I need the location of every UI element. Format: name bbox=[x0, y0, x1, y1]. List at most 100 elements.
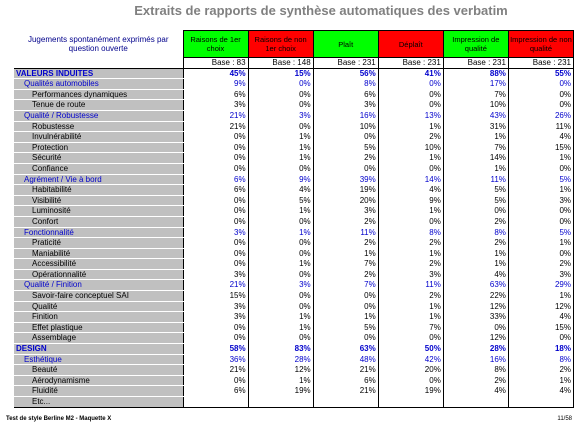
row-label: Qualités automobiles bbox=[14, 78, 184, 90]
value-cell: 2% bbox=[443, 216, 509, 227]
table-row: Performances dynamiques 6% 0% 6% 0% 7% 0% bbox=[14, 89, 575, 101]
value-cell: 1% bbox=[508, 184, 575, 196]
value-cell: 0% bbox=[313, 163, 379, 175]
value-cell: 83% bbox=[248, 343, 314, 355]
table-row: Tenue de route 3% 0% 3% 0% 10% 0% bbox=[14, 99, 575, 111]
value-cell: 6% bbox=[313, 89, 379, 100]
value-cell: 7% bbox=[313, 258, 379, 270]
value-cell: 9% bbox=[378, 195, 444, 206]
value-cell: 0% bbox=[183, 205, 249, 217]
value-cell: 0% bbox=[378, 375, 444, 386]
value-cell: 21% bbox=[313, 364, 379, 376]
table-row: Confiance 0% 0% 0% 0% 1% 0% bbox=[14, 163, 575, 175]
value-cell: 5% bbox=[313, 142, 379, 153]
value-cell: 3% bbox=[378, 269, 444, 280]
row-label: Praticité bbox=[14, 237, 184, 249]
value-cell: 3% bbox=[508, 195, 575, 206]
value-cell: 6% bbox=[313, 375, 379, 386]
table-row: Habitabilité 6% 4% 19% 4% 5% 1% bbox=[14, 184, 575, 196]
table-row: Aérodynamisme 0% 1% 6% 0% 2% 1% bbox=[14, 375, 575, 387]
title: Extraits de rapports de synthèse automat… bbox=[134, 3, 508, 18]
value-cell: 20% bbox=[378, 364, 444, 376]
value-cell: 0% bbox=[443, 322, 509, 333]
value-cell: 3% bbox=[313, 205, 379, 217]
value-cell: 4% bbox=[508, 311, 575, 323]
value-cell: 0% bbox=[378, 99, 444, 111]
value-cell: 1% bbox=[378, 152, 444, 164]
value-cell: 3% bbox=[313, 99, 379, 111]
row-label: Luminosité bbox=[14, 205, 184, 217]
value-cell: 0% bbox=[183, 131, 249, 143]
value-cell: 26% bbox=[508, 110, 575, 122]
value-cell: 14% bbox=[443, 152, 509, 164]
value-cell: 2% bbox=[313, 152, 379, 164]
value-cell: 0% bbox=[183, 258, 249, 270]
value-cell: 10% bbox=[313, 121, 379, 132]
value-cell: 3% bbox=[183, 99, 249, 111]
value-cell: 5% bbox=[248, 195, 314, 206]
value-cell: 21% bbox=[183, 110, 249, 122]
row-label: Fonctionnalité bbox=[14, 227, 184, 239]
base-cell: Base : 231 bbox=[313, 57, 379, 69]
value-cell: 4% bbox=[443, 385, 509, 397]
value-cell: 21% bbox=[183, 364, 249, 376]
value-cell: 7% bbox=[443, 142, 509, 153]
row-label: Qualité bbox=[14, 301, 184, 313]
value-cell: 2% bbox=[378, 131, 444, 143]
value-cell: 0% bbox=[508, 205, 575, 217]
value-cell: 16% bbox=[443, 354, 509, 365]
value-cell: 3% bbox=[183, 311, 249, 323]
row-label: Finition bbox=[14, 311, 184, 323]
value-cell: 0% bbox=[248, 290, 314, 302]
value-cell: 9% bbox=[183, 78, 249, 90]
value-cell: 3% bbox=[248, 110, 314, 122]
table-row: Robustesse 21% 0% 10% 1% 31% 11% bbox=[14, 121, 575, 133]
value-cell: 2% bbox=[378, 237, 444, 249]
row-label: Esthétique bbox=[14, 354, 184, 366]
value-cell: 4% bbox=[508, 131, 575, 143]
report-table: Jugements spontanément exprimés par ques… bbox=[14, 30, 575, 408]
row-label: Protection bbox=[14, 142, 184, 154]
value-cell: 5% bbox=[508, 174, 575, 185]
value-cell: 0% bbox=[443, 205, 509, 217]
value-cell: 1% bbox=[248, 142, 314, 153]
row-label: Aérodynamisme bbox=[14, 375, 184, 387]
value-cell: 11% bbox=[378, 279, 444, 291]
row-label: Effet plastique bbox=[14, 322, 184, 334]
table-row: Praticité 0% 0% 2% 2% 2% 1% bbox=[14, 237, 575, 249]
base-cell: Base : 148 bbox=[248, 57, 314, 69]
value-cell bbox=[508, 396, 575, 408]
value-cell: 0% bbox=[313, 131, 379, 143]
value-cell: 63% bbox=[443, 279, 509, 291]
value-cell: 1% bbox=[313, 311, 379, 323]
value-cell: 0% bbox=[183, 163, 249, 175]
row-label: Tenue de route bbox=[14, 99, 184, 111]
table-row: Opérationnalité 3% 0% 2% 3% 4% 3% bbox=[14, 269, 575, 281]
value-cell: 1% bbox=[443, 248, 509, 259]
row-label: Opérationnalité bbox=[14, 269, 184, 281]
value-cell: 0% bbox=[508, 332, 575, 344]
base-row: Base : 83 Base : 148 Base : 231 Base : 231 B… bbox=[14, 57, 575, 69]
value-cell: 7% bbox=[443, 89, 509, 100]
value-cell: 15% bbox=[508, 322, 575, 333]
value-cell: 2% bbox=[313, 269, 379, 280]
base-cell: Base : 231 bbox=[443, 57, 509, 69]
value-cell: 18% bbox=[508, 343, 575, 355]
value-cell: 2% bbox=[378, 258, 444, 270]
value-cell: 63% bbox=[313, 343, 379, 355]
value-cell: 1% bbox=[378, 121, 444, 132]
base-cell: Base : 83 bbox=[183, 57, 249, 69]
row-label: Beauté bbox=[14, 364, 184, 376]
value-cell: 1% bbox=[508, 290, 575, 302]
row-label: Robustesse bbox=[14, 121, 184, 133]
row-label: Accessibilité bbox=[14, 258, 184, 270]
value-cell: 8% bbox=[443, 227, 509, 238]
value-cell: 43% bbox=[443, 110, 509, 122]
value-cell: 0% bbox=[248, 301, 314, 312]
value-cell: 1% bbox=[378, 248, 444, 259]
column-header: Impression de qualité bbox=[442, 30, 509, 58]
value-cell: 39% bbox=[313, 174, 379, 185]
value-cell: 19% bbox=[378, 385, 444, 397]
value-cell: 8% bbox=[443, 364, 509, 376]
value-cell: 15% bbox=[248, 68, 314, 79]
